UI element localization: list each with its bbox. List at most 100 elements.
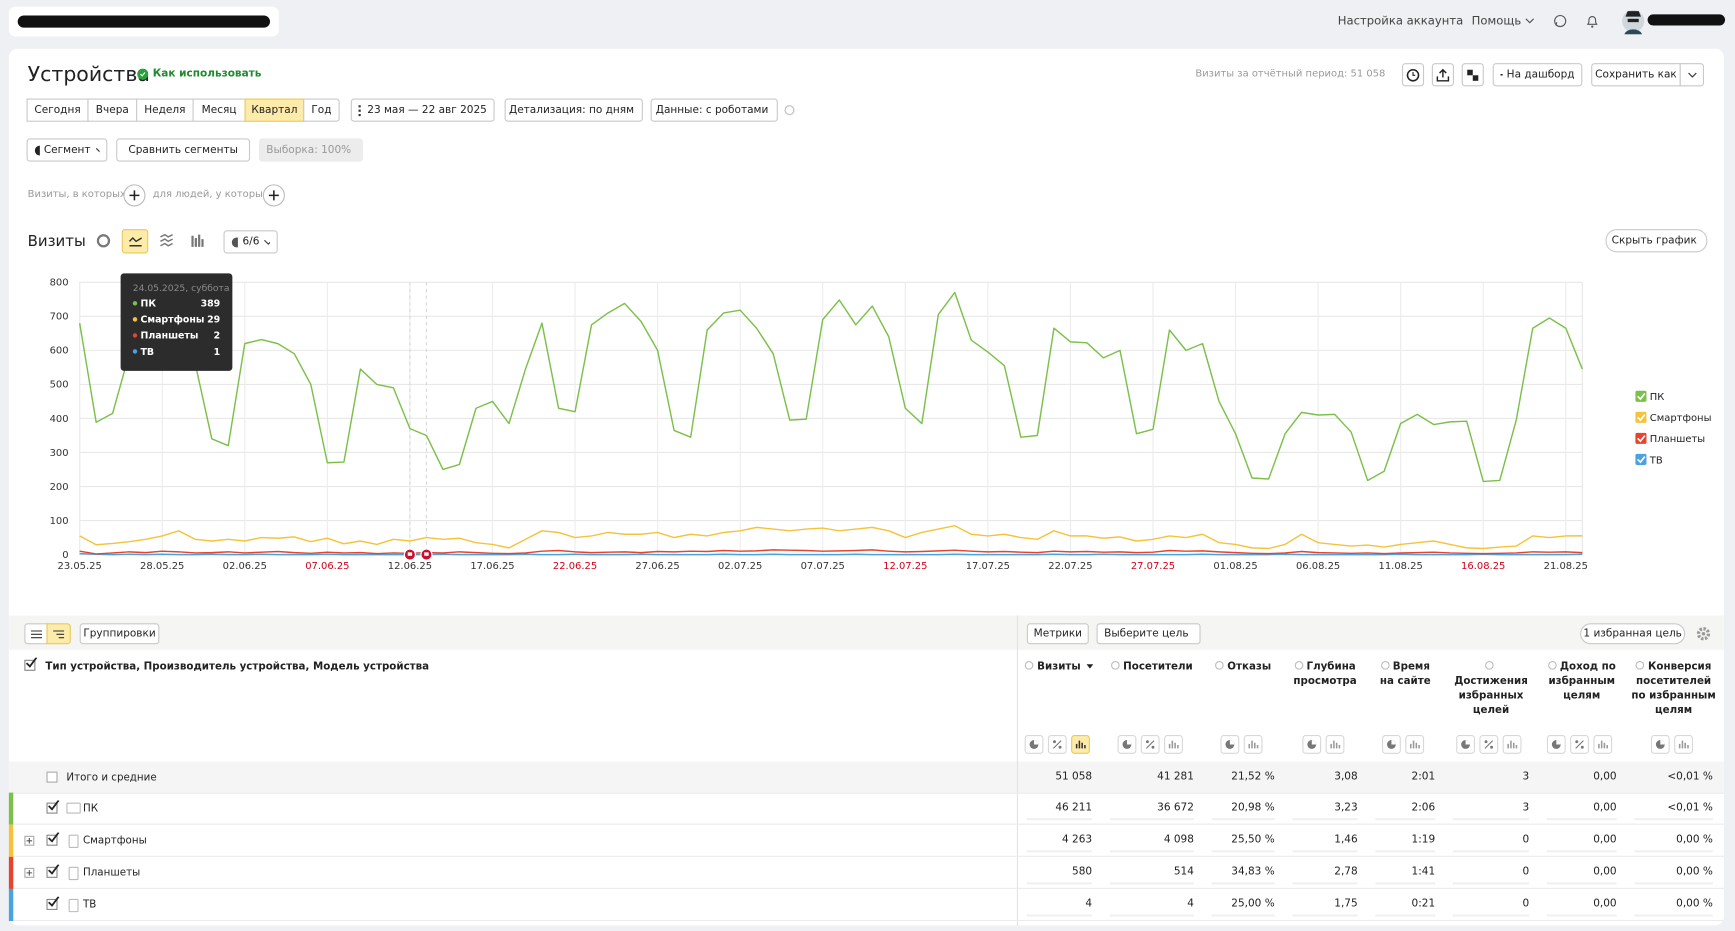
column-view-toggle[interactable] [1593, 735, 1613, 754]
column-header[interactable]: Достижения избранных целей [1444, 660, 1538, 718]
series-count-button[interactable]: 6/6 [223, 230, 278, 254]
column-view-toggle[interactable] [1163, 735, 1183, 754]
line-chart-toggle[interactable] [121, 229, 149, 254]
export-icon [1436, 68, 1450, 81]
column-view-toggle[interactable] [1140, 735, 1160, 754]
checkmark [48, 896, 60, 907]
pie-icon [1224, 740, 1234, 749]
column-header[interactable]: Конверсия посетителей по избранным целям [1625, 660, 1721, 718]
row-checkbox[interactable] [46, 771, 58, 783]
bars-icon [1329, 740, 1340, 749]
sort-arrow [1086, 664, 1093, 669]
percent-icon [1145, 740, 1154, 749]
column-view-toggle[interactable] [1546, 735, 1566, 754]
detail-button[interactable]: Детализация: по дням [504, 98, 643, 122]
column-header[interactable]: Посетители [1101, 660, 1203, 674]
cell-value: 36 672 [1157, 801, 1194, 814]
column-header[interactable]: Доход по избранным целям [1538, 660, 1625, 703]
period-button[interactable]: Сегодня [26, 98, 89, 122]
chevron [1525, 18, 1535, 24]
column-view-toggle[interactable] [1382, 735, 1401, 754]
history-button[interactable] [1401, 63, 1425, 87]
help-menu[interactable]: Помощь [1472, 14, 1535, 28]
column-view-toggle[interactable] [1479, 735, 1499, 754]
column-header[interactable]: Визиты [1018, 660, 1101, 674]
column-view-toggle[interactable] [1071, 735, 1090, 754]
percent-icon [1484, 740, 1494, 749]
save-button[interactable]: Сохранить как [1591, 63, 1681, 87]
goal-button[interactable]: Выберите цель [1096, 623, 1201, 645]
series-count-label: 6/6 [242, 235, 260, 248]
column-view-toggle[interactable] [1243, 735, 1262, 754]
account-settings[interactable]: Настройка аккаунта [1337, 14, 1464, 28]
bell-icon[interactable] [1585, 13, 1600, 28]
row-checkbox[interactable] [46, 832, 60, 846]
add-filter[interactable] [262, 184, 285, 207]
column-view-toggle[interactable] [1301, 735, 1321, 754]
x-tick-label: 22.07.25 [1048, 561, 1092, 572]
export-button[interactable] [1431, 63, 1454, 87]
column-header[interactable]: Глубина просмотра [1284, 660, 1367, 689]
settings-icon[interactable] [1696, 627, 1711, 641]
metrics-button[interactable]: Метрики [1026, 623, 1089, 645]
annotation-icon [424, 552, 429, 556]
column-view-toggle[interactable] [1024, 735, 1044, 754]
period-button[interactable]: Год [303, 98, 340, 122]
date-range-button[interactable]: 23 мая — 22 авг 2025 [350, 98, 495, 122]
column-view-toggle[interactable] [1219, 735, 1239, 754]
column-header[interactable]: Время на сайте [1367, 660, 1444, 689]
segment-button[interactable]: Сегмент [26, 138, 108, 162]
tree-view[interactable] [46, 623, 71, 645]
dashboard-button[interactable]: На дашборд [1492, 63, 1583, 87]
bar-chart-toggle[interactable] [190, 234, 204, 248]
expand-button[interactable] [24, 867, 35, 878]
plus-icon [26, 870, 33, 876]
area-chart-toggle[interactable] [159, 233, 173, 248]
row-checkbox[interactable] [46, 800, 60, 814]
clock-icon [1406, 68, 1420, 82]
period-button[interactable]: Месяц [192, 98, 246, 122]
cell-value: 580 [1072, 865, 1093, 878]
hide-chart-button[interactable]: Скрыть график [1605, 229, 1708, 253]
column-view-toggle[interactable] [1325, 735, 1344, 754]
chat-icon[interactable] [1552, 13, 1567, 28]
column-view-toggle[interactable] [1502, 735, 1522, 754]
how-to-link[interactable]: Как использовать [137, 68, 261, 80]
hide-chart-label: Скрыть график [1611, 234, 1697, 247]
list-view[interactable] [24, 623, 48, 645]
column-view-toggle[interactable] [1673, 735, 1693, 754]
groupings-button[interactable]: Группировки [79, 623, 160, 645]
column-view-toggle[interactable] [1650, 735, 1670, 754]
cell-bar-track [1375, 818, 1436, 821]
data-mode-button[interactable]: Данные: с роботами [650, 98, 778, 122]
avatar[interactable] [1621, 8, 1645, 35]
period-button-active[interactable]: Квартал [244, 98, 305, 122]
expand-button[interactable] [24, 835, 35, 846]
column-view-toggle[interactable] [1047, 735, 1067, 754]
site-selector[interactable] [8, 6, 279, 37]
info-icon [1025, 660, 1034, 670]
checkbox-all[interactable] [24, 657, 38, 671]
column-view-toggle[interactable] [1405, 735, 1425, 754]
column-view-toggle[interactable] [1570, 735, 1589, 754]
detail-label: Детализация: по дням [508, 104, 635, 117]
column-view-toggle[interactable] [1117, 735, 1136, 754]
line-icon [128, 236, 142, 247]
row-checkbox[interactable] [46, 896, 60, 910]
pie-chart-toggle[interactable] [96, 234, 111, 248]
cell-bar-track [1452, 850, 1530, 853]
cell-bar-track [1211, 818, 1275, 821]
column-header[interactable]: Отказы [1203, 660, 1284, 674]
compare-button[interactable]: Сравнить сегменты [116, 138, 251, 162]
column-view-toggle[interactable] [1456, 735, 1475, 754]
save-menu[interactable] [1679, 63, 1705, 87]
add-filter[interactable] [123, 184, 146, 207]
period-button[interactable]: Вчера [87, 98, 138, 122]
favorite-goal-button[interactable]: 1 избранная цель [1580, 623, 1686, 645]
percent-icon [1575, 740, 1584, 749]
y-tick-label: 800 [50, 278, 69, 289]
link-button[interactable] [1461, 63, 1484, 87]
help-icon[interactable] [784, 105, 795, 116]
row-checkbox[interactable] [46, 864, 60, 878]
filter-visits-label: Визиты, в которых [27, 189, 126, 201]
